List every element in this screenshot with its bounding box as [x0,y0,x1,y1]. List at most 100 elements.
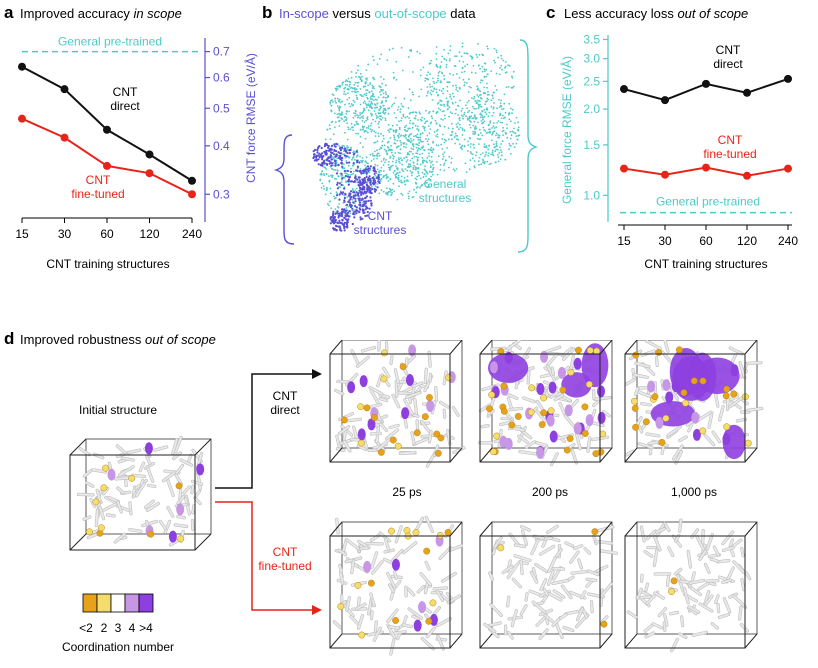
general-point [481,134,484,137]
cnt-point [346,152,349,155]
general-point [383,137,385,140]
general-point [386,141,389,144]
general-point [496,153,499,156]
general-point [430,115,433,118]
cnt-point [345,203,349,206]
general-point [429,170,431,173]
cnt-point [361,188,364,191]
cnt-point [325,149,328,152]
general-point [393,112,396,114]
panel-c-title-text: Less accuracy loss [564,6,678,21]
general-point [485,132,488,134]
general-point [466,82,468,84]
general-point [415,156,418,158]
general-point [338,145,341,147]
general-point [477,95,480,98]
general-point [406,175,409,178]
general-point [320,173,323,176]
general-point [452,74,455,76]
general-point [420,119,423,122]
general-point [454,142,457,145]
panel-c-title: Less accuracy loss out of scope [564,6,748,21]
general-point [399,162,401,164]
general-point [413,188,415,191]
general-point [470,143,472,145]
general-point [406,169,409,172]
general-point [350,122,353,125]
cnt-point [365,175,368,179]
cnt-structures-label: CNT [368,209,393,223]
general-point [352,116,355,119]
general-point [327,175,330,178]
general-point [445,139,447,142]
general-point [385,93,388,96]
general-point [365,130,368,133]
cnt-point [352,153,355,156]
general-point [400,46,403,49]
general-point [414,117,417,120]
general-point [331,176,334,179]
general-point [429,91,432,94]
general-point [441,138,444,140]
general-point [376,164,379,167]
cnt-point [331,144,334,147]
general-point [345,160,348,162]
general-point [490,153,493,156]
general-point [431,160,433,163]
y-tick-label-0: 0.3 [213,187,230,201]
cnt-point [369,165,372,168]
general-point [485,146,488,149]
general-structures-label-2: structures [419,191,472,205]
general-point [397,134,399,137]
general-point [425,175,427,178]
general-point [374,104,377,107]
general-point [467,140,469,143]
cnt-point [346,180,350,183]
general-point [510,86,513,89]
general-point [479,103,481,106]
general-point [335,89,338,92]
direct-point-3 [743,88,751,97]
general-point [478,64,480,67]
general-point [451,138,453,141]
general-point [481,65,484,68]
general-point [396,198,399,201]
general-point [371,102,374,105]
general-point [468,115,471,118]
finetuned-point-4 [784,164,792,173]
general-point [490,70,493,73]
general-point [456,135,459,137]
general-point [412,93,414,96]
general-point [503,117,505,120]
general-point [356,154,359,157]
general-point [482,118,484,121]
cnt-point [325,153,328,156]
general-point [454,65,457,68]
general-point [483,115,486,118]
cnt-point [344,214,347,217]
general-point [374,113,377,115]
general-point [344,86,347,89]
direct-point-0 [18,62,26,71]
cnt-point [357,197,360,200]
a-xlabel: CNT training structures [46,257,169,271]
cnt-point [373,182,376,185]
cnt-point [337,222,340,225]
general-point [392,157,395,160]
general-point [341,100,344,103]
general-point [409,170,412,172]
general-point [412,122,415,125]
general-point [362,109,365,111]
general-point [513,127,515,130]
cnt-point [343,229,346,232]
general-point [385,177,388,180]
general-point [336,192,339,195]
general-point [454,112,457,115]
cnt-point [351,207,354,210]
general-point [460,55,463,58]
general-point [419,163,422,166]
panel-c-letter: c [546,3,556,22]
general-point [456,138,458,141]
cnt-point [363,169,366,173]
general-point [378,57,381,60]
